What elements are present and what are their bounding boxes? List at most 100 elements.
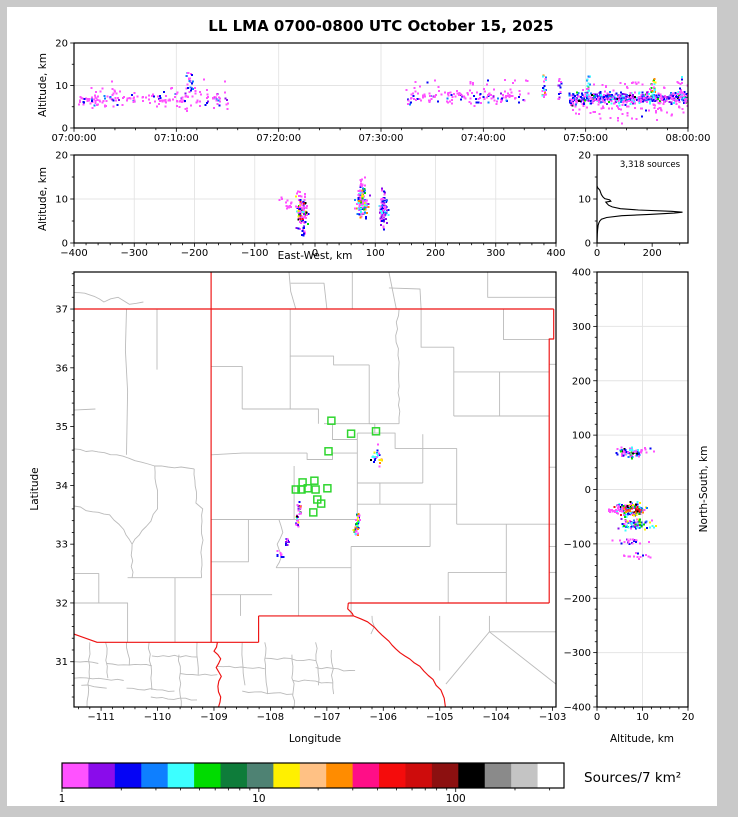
tick-label: 34 bbox=[55, 481, 68, 492]
source-point bbox=[572, 93, 575, 96]
source-point bbox=[638, 542, 641, 545]
source-point bbox=[97, 103, 100, 106]
county-border-line bbox=[503, 309, 550, 341]
source-point bbox=[382, 211, 385, 214]
source-point bbox=[357, 207, 360, 210]
source-point bbox=[633, 514, 636, 517]
source-point bbox=[642, 100, 645, 103]
source-point bbox=[295, 210, 298, 213]
source-point bbox=[428, 100, 431, 103]
source-point bbox=[111, 98, 114, 101]
source-point bbox=[115, 92, 118, 95]
source-point bbox=[300, 233, 303, 236]
source-point bbox=[653, 107, 656, 110]
source-point bbox=[610, 93, 613, 96]
source-point bbox=[633, 452, 636, 455]
source-point bbox=[469, 97, 472, 100]
source-point bbox=[184, 108, 187, 111]
tick-label: 37 bbox=[55, 305, 68, 316]
tick-label: 0 bbox=[585, 239, 591, 250]
source-point bbox=[413, 98, 415, 100]
source-point bbox=[215, 98, 218, 100]
source-point bbox=[361, 193, 364, 196]
source-point bbox=[670, 98, 673, 100]
source-point bbox=[624, 82, 626, 85]
source-point bbox=[366, 203, 368, 206]
source-point bbox=[634, 81, 637, 84]
source-point bbox=[471, 81, 474, 84]
figure-title: LL LMA 0700-0800 UTC October 15, 2025 bbox=[208, 17, 553, 35]
source-point bbox=[572, 108, 575, 111]
source-point bbox=[622, 505, 625, 508]
source-point bbox=[621, 449, 623, 451]
source-point bbox=[625, 85, 628, 88]
source-point bbox=[636, 452, 639, 455]
source-point bbox=[361, 200, 364, 203]
source-point bbox=[620, 99, 623, 102]
source-point bbox=[368, 194, 371, 197]
source-point bbox=[363, 176, 366, 179]
source-point bbox=[634, 523, 637, 526]
source-point bbox=[428, 92, 431, 95]
source-point bbox=[634, 451, 637, 453]
source-point bbox=[681, 81, 684, 84]
source-point bbox=[598, 100, 601, 103]
source-point bbox=[660, 99, 663, 102]
source-point bbox=[477, 97, 480, 100]
source-point bbox=[590, 96, 593, 99]
source-point bbox=[611, 98, 614, 101]
source-point bbox=[385, 205, 388, 208]
source-point bbox=[641, 96, 643, 99]
source-point bbox=[543, 93, 546, 96]
source-point bbox=[619, 513, 622, 516]
source-point bbox=[638, 527, 641, 530]
source-point bbox=[383, 208, 386, 210]
source-point bbox=[645, 93, 648, 96]
source-point bbox=[622, 454, 625, 457]
source-point bbox=[630, 520, 633, 523]
source-point bbox=[151, 93, 154, 96]
source-point bbox=[653, 93, 655, 96]
source-point bbox=[682, 92, 685, 95]
source-point bbox=[483, 88, 486, 90]
tick-label: 20 bbox=[578, 151, 591, 162]
source-point bbox=[629, 555, 631, 558]
source-point bbox=[304, 220, 307, 223]
source-point bbox=[174, 93, 177, 96]
source-point bbox=[672, 92, 675, 95]
source-point bbox=[415, 98, 418, 101]
source-point bbox=[613, 510, 616, 513]
source-point bbox=[558, 96, 561, 99]
county-border-line bbox=[264, 642, 269, 695]
source-point bbox=[147, 98, 150, 101]
source-point bbox=[635, 521, 638, 524]
source-point bbox=[211, 97, 214, 100]
source-point bbox=[608, 508, 611, 511]
source-point bbox=[199, 105, 201, 107]
colorbar-frame bbox=[61, 762, 565, 789]
source-point bbox=[627, 526, 630, 529]
source-point bbox=[412, 95, 415, 98]
source-point bbox=[102, 100, 105, 103]
source-point bbox=[523, 99, 526, 102]
source-point bbox=[643, 509, 646, 512]
tick-label: 300 bbox=[572, 322, 591, 333]
lma-station-marker bbox=[323, 484, 332, 493]
source-point bbox=[636, 522, 639, 525]
source-point bbox=[636, 510, 639, 513]
source-point bbox=[653, 91, 656, 94]
source-point bbox=[559, 86, 562, 89]
source-point bbox=[94, 99, 97, 102]
source-point bbox=[679, 95, 682, 98]
state-border-line bbox=[347, 602, 446, 707]
source-point bbox=[590, 92, 592, 95]
source-point bbox=[572, 99, 575, 101]
source-point bbox=[299, 211, 302, 214]
source-point bbox=[640, 449, 643, 452]
colorbar: 1 10 100 bbox=[59, 762, 565, 805]
source-point bbox=[363, 187, 366, 190]
source-point bbox=[356, 524, 358, 527]
source-point bbox=[109, 97, 112, 100]
source-point bbox=[78, 99, 81, 102]
scatter-points bbox=[607, 446, 658, 561]
